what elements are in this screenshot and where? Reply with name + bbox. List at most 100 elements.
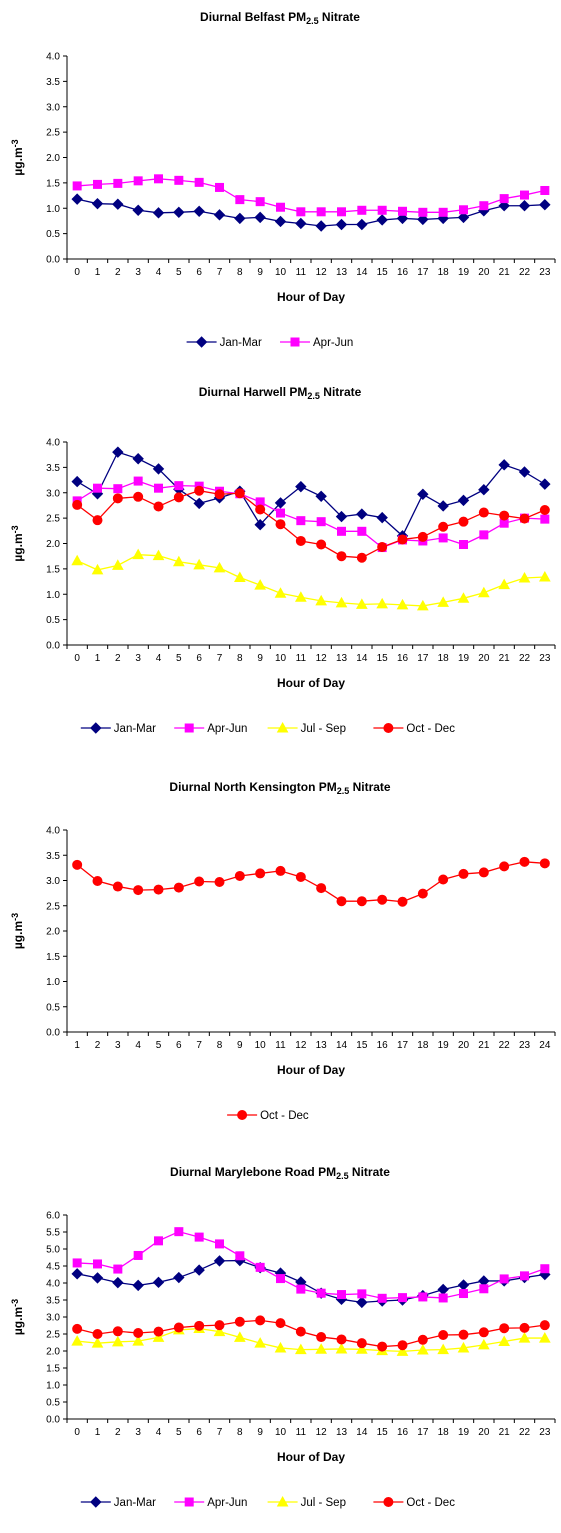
data-point (172, 555, 185, 567)
x-tick-label: 11 (296, 653, 307, 664)
data-point (438, 1330, 449, 1341)
data-point (173, 206, 185, 219)
chart-title-subscript: 2.5 (307, 391, 320, 401)
data-point (315, 594, 328, 606)
x-tick-label: 12 (295, 1040, 307, 1051)
data-point (356, 552, 367, 563)
data-point (418, 1292, 428, 1302)
data-point (255, 197, 265, 207)
legend-label: Apr-Jun (207, 1497, 247, 1509)
data-point (499, 1323, 510, 1334)
y-tick-label: 3.0 (46, 1313, 60, 1324)
data-point (478, 507, 489, 518)
data-point (377, 1341, 388, 1352)
legend-marker (90, 1496, 102, 1508)
y-tick-label: 1.5 (46, 952, 60, 963)
data-point (437, 1283, 449, 1296)
x-tick-label: 8 (237, 1427, 243, 1438)
series-2 (72, 1227, 550, 1303)
data-point (92, 876, 103, 887)
data-point (296, 1284, 306, 1294)
x-tick-label: 23 (519, 1040, 531, 1051)
x-tick-label: 5 (176, 1427, 182, 1438)
series-2 (72, 476, 550, 553)
data-point (113, 1264, 123, 1274)
x-tick-label: 2 (115, 653, 121, 664)
legend: Jan-Mar Apr-Jun (186, 336, 353, 349)
y-tick-label: 0.5 (46, 1398, 60, 1409)
data-point (214, 489, 225, 500)
y-tick-label: 3.5 (46, 851, 60, 862)
data-point (255, 1315, 266, 1326)
y-axis-label: µg.m-3 (10, 139, 25, 175)
data-point (72, 1258, 82, 1268)
data-point (213, 1325, 226, 1337)
series-1 (71, 193, 551, 232)
x-tick-label: 16 (397, 653, 409, 664)
legend-marker (383, 723, 394, 733)
data-point (437, 596, 450, 607)
data-point (417, 531, 428, 542)
data-point (518, 1332, 531, 1343)
data-point (458, 516, 469, 527)
data-point (457, 592, 470, 603)
legend-marker (90, 722, 102, 734)
data-point (336, 896, 347, 907)
y-axis-label-main: µg.m (11, 1307, 25, 1335)
y-axis-label-superscript: -3 (10, 139, 20, 147)
x-tick-label: 23 (539, 653, 551, 664)
data-point (174, 175, 184, 185)
legend-marker (184, 723, 194, 733)
x-tick-label: 13 (336, 1427, 348, 1438)
y-tick-label: 0.5 (46, 229, 60, 240)
data-point (193, 497, 205, 510)
x-tick-label: 18 (438, 1427, 450, 1438)
y-tick-label: 4.0 (46, 1279, 60, 1290)
legend-label: Apr-Jun (207, 723, 247, 735)
x-tick-label: 10 (275, 1427, 287, 1438)
data-point (152, 1276, 165, 1289)
data-point (111, 1335, 124, 1347)
x-tick-label: 9 (237, 1040, 243, 1051)
data-point (112, 493, 123, 504)
data-point (295, 217, 307, 230)
data-point (336, 1334, 347, 1345)
x-tick-label: 7 (217, 267, 223, 278)
x-tick-label: 16 (397, 1427, 409, 1438)
x-tick-label: 15 (377, 267, 389, 278)
data-point (92, 1329, 103, 1339)
x-tick-label: 22 (519, 267, 531, 278)
data-point (335, 510, 348, 523)
data-point (112, 881, 123, 892)
legend-label: Oct - Dec (260, 1110, 309, 1122)
data-point (479, 1284, 489, 1294)
data-point (132, 548, 145, 560)
y-tick-label: 3.5 (46, 77, 60, 88)
legend-label: Oct - Dec (406, 723, 455, 735)
data-point (234, 870, 245, 881)
legend-label: Oct - Dec (406, 1497, 455, 1509)
chart-3: Diurnal North Kensington PM2.5 Nitrate0.… (10, 780, 556, 1122)
series-line (76, 490, 546, 559)
data-point (295, 1326, 306, 1337)
data-point (539, 478, 551, 490)
data-point (294, 591, 307, 602)
data-point (478, 1327, 489, 1338)
data-point (295, 535, 306, 546)
data-point (295, 871, 306, 882)
data-point (540, 185, 550, 195)
x-tick-label: 1 (95, 267, 101, 278)
y-tick-label: 2.0 (46, 1347, 60, 1358)
data-point (153, 884, 164, 895)
x-tick-label: 1 (74, 1040, 80, 1051)
data-point (93, 483, 102, 493)
x-tick-label: 19 (458, 653, 470, 664)
legend-label: Jul - Sep (301, 723, 346, 735)
y-tick-label: 0.5 (46, 1002, 60, 1013)
series-1 (72, 856, 550, 907)
data-point (111, 559, 124, 570)
series-line (76, 451, 546, 537)
data-point (91, 563, 104, 575)
y-tick-label: 0.0 (46, 1028, 60, 1039)
y-axis-label-superscript: -3 (10, 525, 20, 533)
